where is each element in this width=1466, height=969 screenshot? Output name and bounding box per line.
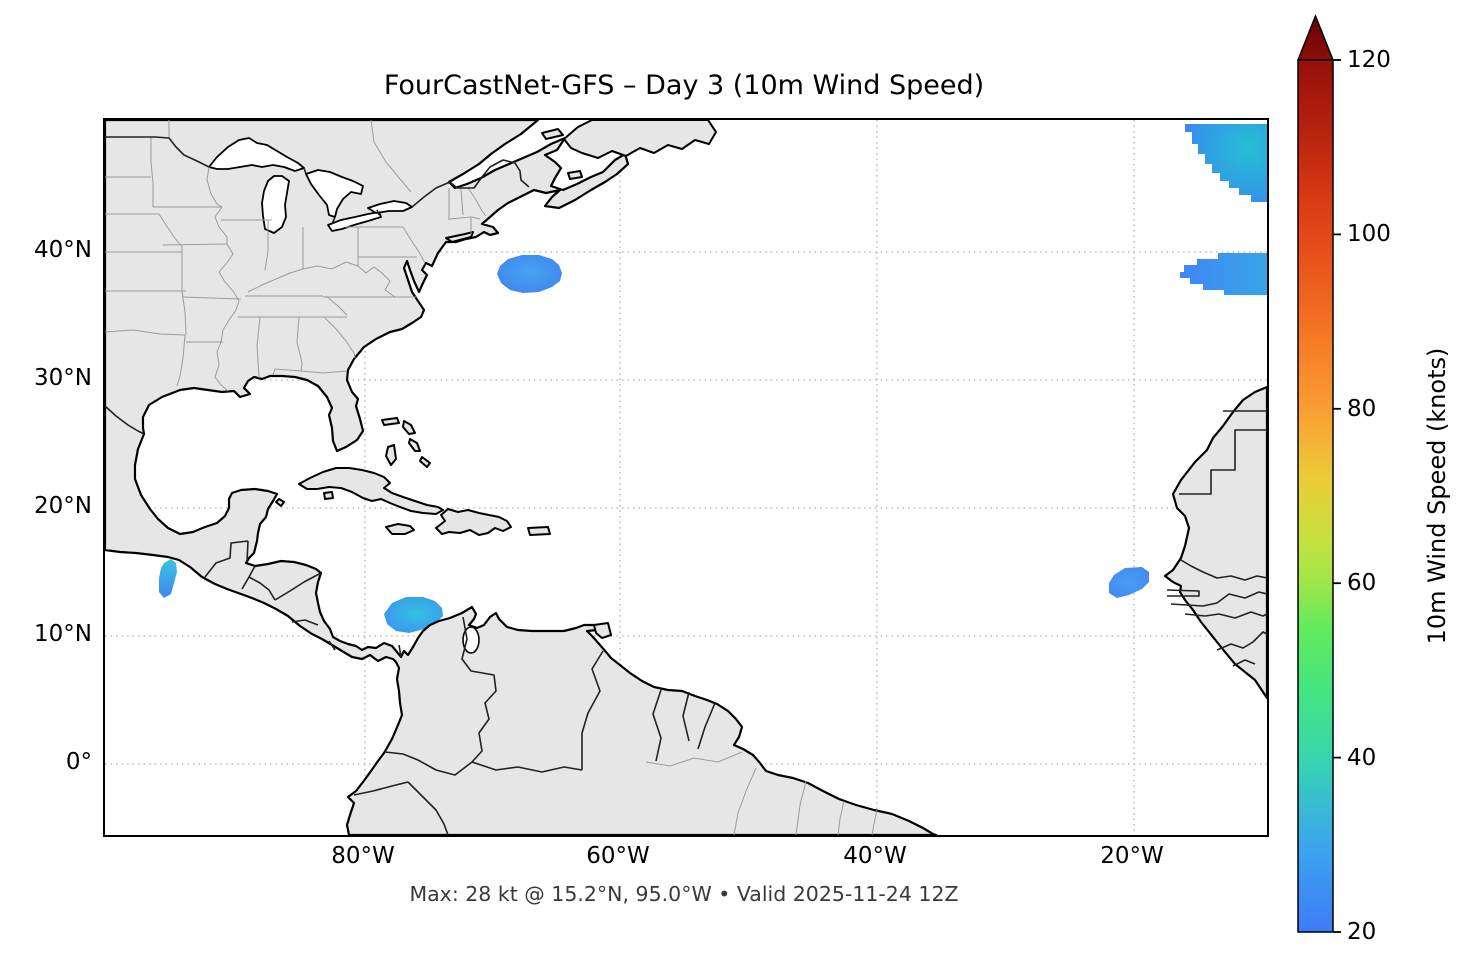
country-borders [105, 136, 716, 835]
lake-huron [305, 169, 364, 218]
latitude-axis: 40°N 30°N 20°N 10°N 0° [0, 0, 92, 969]
puerto-rico [527, 526, 551, 536]
central-america-borders [204, 540, 402, 658]
africa-coastline [1163, 385, 1267, 700]
plot-subtitle: Max: 28 kt @ 15.2°N, 95.0°W • Valid 2025… [409, 882, 959, 906]
bahamas-eleuthera [408, 438, 421, 452]
islands [275, 120, 717, 639]
geo-map-svg [105, 120, 1267, 835]
jamaica [385, 523, 415, 535]
lake-michigan [261, 175, 290, 234]
prince-edward-island [567, 170, 583, 180]
cozumel [275, 498, 285, 507]
long-island [445, 231, 474, 243]
bahamas-abaco [402, 420, 416, 435]
colorbar-ticks [1333, 59, 1341, 933]
anticosti-island [541, 128, 564, 140]
latitude-tick-label: 40°N [34, 237, 92, 263]
colorbar-tick-label: 40 [1347, 745, 1377, 771]
latitude-tick-label: 30°N [34, 365, 92, 391]
longitude-axis: 80°W 60°W 40°W 20°W [0, 843, 1466, 873]
hispaniola [435, 508, 512, 536]
bahamas-andros [385, 444, 397, 466]
colorbar-tick-label: 80 [1347, 396, 1377, 422]
bahamas-grand-bahama [381, 417, 400, 426]
latitude-tick-label: 10°N [34, 621, 92, 647]
colorbar-axis-label: 10m Wind Speed (knots) [1423, 347, 1451, 645]
longitude-tick-label: 20°W [1100, 843, 1164, 869]
africa-borders [1166, 410, 1267, 667]
longitude-tick-label: 40°W [843, 843, 907, 869]
brazil-state-borders [645, 751, 878, 835]
wind-patch-west-africa [1109, 567, 1149, 598]
colorbar-tick-label: 120 [1347, 47, 1391, 73]
lake-superior [208, 137, 305, 172]
wind-patch-caribbean [384, 597, 443, 633]
bahamas-long-island [419, 456, 431, 468]
longitude-tick-label: 60°W [586, 843, 650, 869]
map-canvas [103, 118, 1269, 837]
colorbar-extend-arrow [1296, 13, 1335, 61]
wind-patch-atlantic-38n [1180, 253, 1267, 295]
colorbar-tick-label: 60 [1347, 570, 1377, 596]
latitude-tick-label: 20°N [34, 493, 92, 519]
page-title: FourCastNet-GFS – Day 3 (10m Wind Speed) [383, 70, 985, 101]
isla-juventud [323, 491, 334, 500]
latitude-tick-label: 0° [65, 749, 92, 775]
great-lakes [208, 137, 480, 654]
colorbar-tick-labels: 120 100 80 60 40 20 [1347, 0, 1417, 969]
wind-speed-patches [159, 124, 1267, 633]
colorbar-tick-label: 20 [1347, 919, 1377, 945]
longitude-tick-label: 80°W [331, 843, 395, 869]
landmasses [105, 120, 1267, 835]
colorbar-tick-label: 100 [1347, 221, 1391, 247]
us-mexico-border [105, 405, 145, 435]
south-america-borders [353, 616, 716, 835]
lake-maracaibo [462, 626, 480, 654]
trinidad [593, 622, 612, 639]
lake-erie [327, 211, 382, 232]
us-state-borders [105, 120, 487, 392]
colorbar [1296, 13, 1341, 933]
us-canada-border [105, 136, 530, 225]
cuba [298, 467, 444, 515]
wind-patch-tehuantepec-max [159, 559, 177, 598]
wind-patch-northeast-atlantic [1185, 124, 1267, 202]
wind-patch-us-east-coast [497, 255, 562, 293]
colorbar-gradient [1297, 59, 1334, 933]
newfoundland [563, 120, 717, 159]
americas-coastline [105, 120, 938, 835]
